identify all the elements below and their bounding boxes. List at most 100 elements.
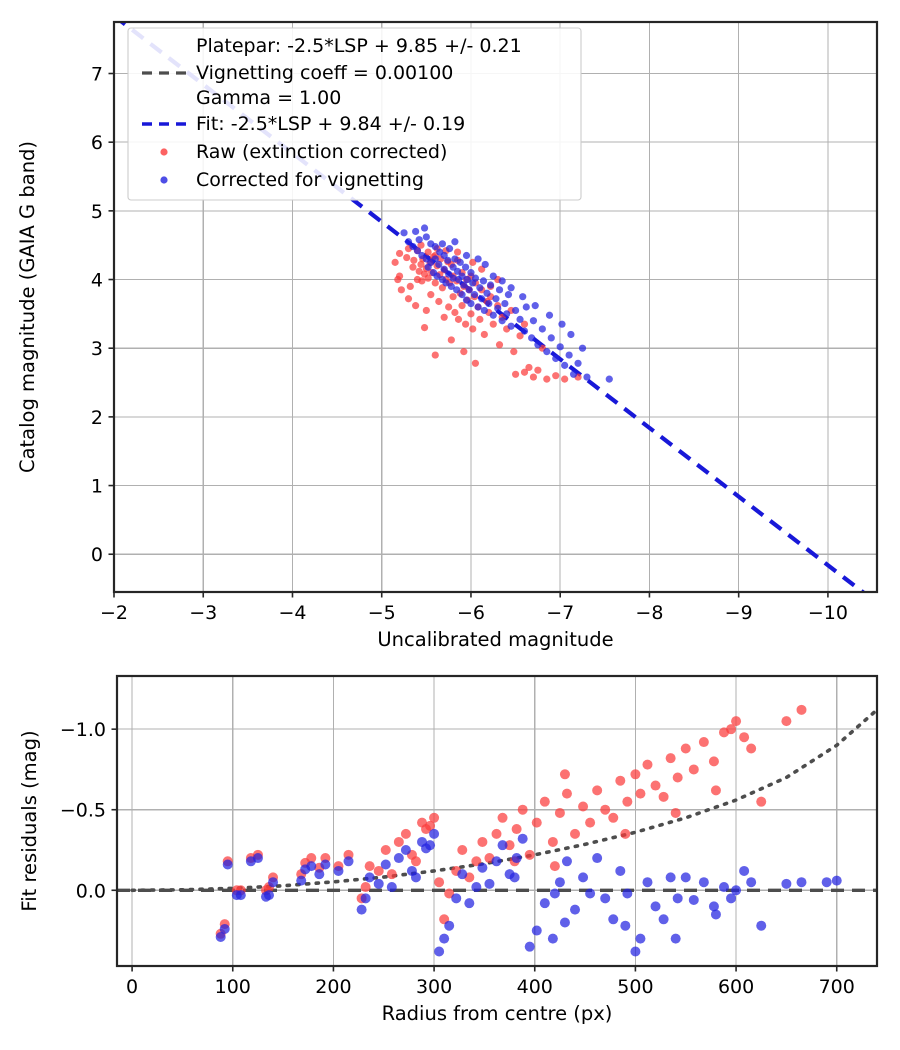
- y-tick-label: 0.0: [76, 880, 106, 902]
- data-point: [520, 320, 529, 328]
- data-point: [570, 904, 581, 915]
- y-tick-label: 7: [91, 64, 103, 86]
- data-point: [524, 941, 535, 952]
- data-point: [510, 348, 518, 356]
- data-point: [680, 872, 691, 883]
- data-point: [445, 245, 454, 253]
- data-point: [545, 311, 554, 319]
- data-point: [429, 812, 440, 823]
- data-point: [539, 898, 550, 909]
- data-point: [549, 888, 560, 899]
- data-point: [821, 877, 832, 888]
- data-point: [453, 248, 462, 256]
- data-point: [222, 859, 233, 870]
- data-point: [570, 828, 581, 839]
- data-point: [360, 882, 371, 893]
- data-point: [554, 877, 565, 888]
- data-point: [498, 277, 506, 285]
- data-point: [534, 366, 542, 374]
- data-point: [454, 315, 463, 323]
- data-point: [538, 325, 546, 333]
- data-point: [458, 302, 466, 310]
- data-point: [534, 341, 542, 349]
- x-tick-label: −6: [457, 602, 485, 624]
- data-point: [479, 277, 488, 285]
- data-point: [528, 334, 536, 342]
- data-point: [471, 359, 480, 367]
- data-point: [672, 772, 683, 783]
- x-tick-label: −5: [368, 602, 396, 624]
- legend-marker-raw: [160, 148, 168, 156]
- legend-marker-corrected: [160, 176, 168, 184]
- legend: Platepar: -2.5*LSP + 9.85 +/- 0.21 Vignet…: [127, 27, 582, 201]
- data-point: [420, 224, 429, 232]
- data-point: [447, 336, 455, 344]
- data-point: [517, 833, 528, 844]
- data-point: [600, 893, 611, 904]
- data-point: [552, 372, 560, 380]
- data-point: [511, 370, 520, 378]
- data-point: [480, 306, 488, 315]
- data-point: [517, 804, 528, 815]
- data-point: [471, 856, 482, 867]
- data-point: [489, 320, 497, 328]
- y-tick-label: 3: [91, 338, 103, 360]
- data-point: [410, 856, 421, 867]
- x-tick-label: 0: [126, 976, 138, 998]
- residual-corrected-points: [215, 828, 842, 957]
- data-point: [756, 796, 767, 807]
- data-point: [578, 801, 589, 812]
- data-point: [522, 303, 530, 311]
- data-point: [529, 373, 538, 381]
- data-point: [480, 330, 488, 339]
- data-point: [400, 845, 411, 855]
- data-point: [435, 297, 443, 306]
- data-point: [746, 743, 757, 754]
- data-point: [509, 872, 520, 883]
- data-point: [474, 255, 482, 263]
- residuals-plot-content: [117, 704, 877, 957]
- data-point: [781, 716, 792, 727]
- data-point: [395, 272, 404, 280]
- data-point: [525, 363, 533, 372]
- data-point: [559, 917, 570, 928]
- data-point: [264, 890, 274, 901]
- residuals-y-axis-title: Fit residuals (mag): [18, 730, 41, 911]
- x-tick-label: −8: [635, 602, 663, 624]
- data-point: [444, 920, 455, 931]
- data-point: [451, 255, 459, 263]
- data-point: [524, 849, 535, 860]
- data-point: [497, 812, 508, 823]
- photometric-plot-content: [118, 22, 867, 592]
- data-point: [492, 295, 500, 303]
- data-point: [400, 828, 411, 839]
- x-tick-label: −4: [278, 602, 306, 624]
- y-tick-label: 6: [91, 132, 103, 154]
- data-point: [658, 914, 669, 925]
- data-point: [420, 324, 429, 332]
- data-point: [549, 861, 560, 872]
- data-point: [710, 785, 721, 796]
- x-tick-label: 700: [819, 976, 855, 998]
- data-point: [739, 865, 750, 876]
- axes-spine: [112, 20, 879, 594]
- data-point: [457, 845, 468, 855]
- data-point: [520, 327, 529, 335]
- data-point: [460, 348, 468, 356]
- vignetting-curve: [130, 708, 877, 893]
- data-point: [698, 877, 709, 888]
- data-point: [491, 856, 502, 867]
- x-tick-label: −2: [100, 602, 128, 624]
- y-tick-label: 1: [91, 476, 103, 498]
- data-point: [391, 258, 399, 266]
- data-point: [620, 828, 631, 839]
- y-tick-label: −0.5: [60, 800, 106, 822]
- data-point: [477, 836, 488, 847]
- data-point: [413, 247, 422, 255]
- data-point: [453, 267, 462, 275]
- data-point: [360, 893, 371, 904]
- data-point: [356, 904, 367, 915]
- data-point: [547, 933, 558, 944]
- photometric-axes-frame: −2 −3 −4 −5 −6 −7 −8 −9 −10 0 1 2 3 4 5 6 7: [91, 20, 879, 624]
- data-point: [585, 817, 596, 828]
